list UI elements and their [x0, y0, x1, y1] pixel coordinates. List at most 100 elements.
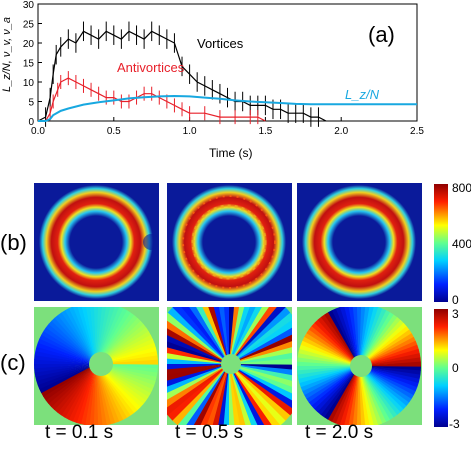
phase-wedge — [308, 366, 359, 406]
phase-wedge — [96, 327, 149, 364]
phase-wedge — [300, 340, 359, 366]
phase-wedge — [96, 312, 135, 364]
phase-wedge — [48, 320, 96, 364]
phase-wedge — [96, 324, 147, 364]
phase-wedge — [167, 364, 229, 416]
phase-wedge — [317, 316, 359, 366]
phase-wedge — [167, 363, 229, 370]
phase-wedge — [229, 364, 286, 425]
phase-wedge — [303, 366, 359, 399]
phase-wedge — [229, 334, 292, 364]
phase-wedge — [167, 307, 229, 364]
panel-c: (c) 3 0 -3 — [0, 307, 460, 431]
phase-wedge — [68, 364, 96, 422]
phase-wedge — [229, 364, 281, 425]
phase-wedge — [41, 330, 96, 364]
phase-wedge — [88, 364, 96, 425]
y-tick-label: 15 — [23, 59, 35, 70]
x-tick-label: 1.0 — [183, 126, 197, 137]
series-lz — [38, 95, 417, 122]
phase-wedge — [96, 364, 135, 416]
x-tick-label: 1.5 — [258, 126, 272, 137]
phase-wedge — [96, 315, 138, 364]
phase-wedge — [359, 329, 412, 366]
phase-image-t05 — [167, 307, 292, 425]
phase-wedge — [331, 366, 359, 424]
phase-wedge — [328, 310, 359, 366]
vortices-label: Vortices — [197, 36, 244, 51]
phase-wedge — [43, 364, 96, 401]
phase-wedge — [57, 364, 96, 416]
y-tick-label: 20 — [23, 39, 35, 50]
phase-wedge — [48, 364, 96, 408]
phase-wedge — [45, 364, 96, 404]
phase-wedge — [359, 336, 416, 366]
phase-wedge — [314, 319, 359, 366]
phase-wedge — [359, 322, 407, 366]
ylabel: L_z/N, ν_v, ν_a — [1, 17, 13, 92]
panel-b-label: (b) — [0, 230, 27, 255]
colorbar-density — [434, 184, 448, 302]
phase-wedge — [352, 307, 359, 366]
phase-wedge — [359, 366, 418, 392]
phase-wedge — [37, 338, 96, 364]
phase-wedge — [51, 317, 96, 364]
phase-wedge — [302, 366, 359, 396]
phase-wedge — [39, 334, 96, 364]
phase-wedge — [229, 352, 292, 364]
phase-wedge — [40, 364, 96, 397]
phase-wedge — [359, 348, 420, 366]
phase-wedge — [189, 307, 229, 364]
phase-wedge — [359, 366, 416, 396]
phase-wedge — [327, 366, 359, 422]
phase-wedge — [96, 307, 124, 364]
time-label-t05: t = 0.5 s — [175, 422, 244, 443]
phase-wedge — [68, 307, 96, 364]
phase-wedge — [43, 327, 96, 364]
phase-wedge — [34, 364, 96, 373]
phase-wedge — [229, 358, 292, 365]
phase-wedge — [299, 366, 359, 388]
phase-wedge — [359, 366, 390, 422]
phase-wedge — [308, 325, 359, 366]
phase-wedge — [359, 357, 421, 366]
phase-wedge — [96, 364, 124, 422]
phase-wedge — [96, 364, 151, 398]
phase-wedge — [359, 366, 374, 425]
phase-wedge — [348, 307, 359, 366]
phase-wedge — [45, 323, 96, 364]
phase-wedge — [96, 364, 144, 408]
phase-wedge — [50, 364, 96, 411]
phase-wedge — [331, 308, 359, 366]
phase-wedge — [37, 364, 96, 390]
phase-wedge — [359, 366, 383, 425]
y-tick-label: 10 — [23, 78, 35, 89]
time-label-t20: t = 2.0 s — [305, 422, 374, 443]
phase-wedge — [229, 307, 291, 364]
colorbar-phase-tick-mid: 0 — [452, 361, 459, 375]
phase-wedge — [359, 366, 370, 425]
phase-wedge — [39, 364, 96, 394]
phase-wedge — [167, 364, 229, 408]
phase-wedge — [306, 366, 359, 403]
phase-wedge — [359, 353, 421, 366]
phase-wedge — [96, 364, 120, 424]
phase-wedge — [35, 364, 96, 382]
phase-wedge — [335, 366, 359, 425]
phase-wedge — [96, 364, 103, 425]
phase-wedge — [229, 327, 292, 364]
panel-b: (b) 800 400 0 — [0, 181, 471, 307]
phase-wedge — [359, 312, 395, 366]
phase-wedge — [96, 317, 142, 364]
phase-wedge — [96, 364, 149, 401]
y-tick-label: 25 — [23, 20, 35, 31]
phase-wedge — [356, 366, 362, 425]
phase-wedge — [359, 326, 410, 366]
phase-wedge — [359, 366, 410, 407]
phase-wedge — [96, 364, 131, 419]
phase-wedge — [359, 310, 391, 366]
colorbar-density-tick-top: 800 — [452, 181, 471, 195]
phase-wedge — [324, 311, 359, 366]
phase-wedge — [320, 366, 359, 418]
phase-wedge — [181, 307, 229, 364]
